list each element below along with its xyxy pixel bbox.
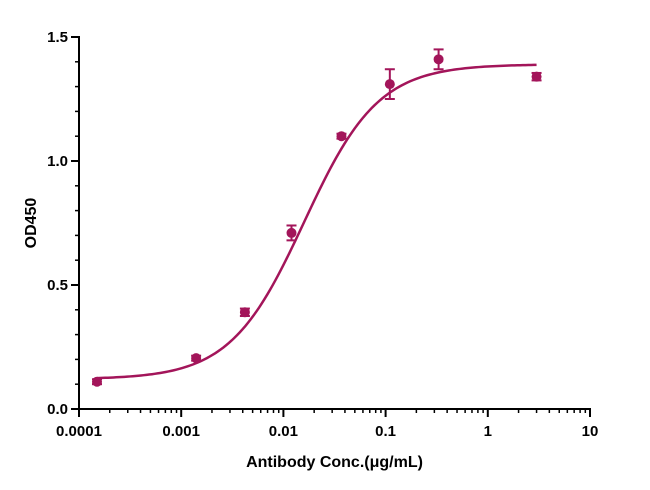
data-marker bbox=[191, 353, 202, 364]
data-point bbox=[91, 376, 102, 387]
data-point bbox=[384, 68, 395, 100]
x-tick-label: 0.0001 bbox=[56, 423, 102, 440]
x-tick-label: 0.1 bbox=[375, 423, 396, 440]
data-marker bbox=[433, 54, 444, 65]
data-point bbox=[531, 71, 542, 82]
data-point bbox=[286, 224, 297, 242]
data-marker bbox=[336, 131, 347, 142]
fit-curve bbox=[96, 63, 537, 380]
x-tick-label: 0.001 bbox=[162, 423, 200, 440]
fit-layer bbox=[96, 63, 537, 380]
data-point bbox=[191, 353, 202, 364]
y-tick-label: 1.5 bbox=[47, 29, 68, 46]
data-marker bbox=[384, 79, 395, 90]
y-tick-label: 1.0 bbox=[47, 153, 68, 170]
x-tick-label: 1 bbox=[484, 423, 492, 440]
data-marker bbox=[531, 71, 542, 82]
y-tick-label: 0.5 bbox=[47, 277, 68, 294]
data-marker bbox=[286, 227, 297, 238]
x-axis-title: Antibody Conc.(μg/mL) bbox=[246, 454, 423, 471]
y-tick-label: 0.0 bbox=[47, 401, 68, 418]
points-layer bbox=[91, 48, 542, 387]
x-tick-label: 0.01 bbox=[269, 423, 298, 440]
y-axis-title: OD450 bbox=[23, 198, 40, 249]
data-point bbox=[239, 307, 250, 318]
x-tick-label: 10 bbox=[582, 423, 599, 440]
data-point bbox=[336, 131, 347, 142]
axes: 0.0 0.5 1.0 1.5 0.0001 0.001 0.01 0.1 1 10 bbox=[47, 29, 598, 440]
data-marker bbox=[91, 376, 102, 387]
data-point bbox=[433, 48, 444, 71]
data-marker bbox=[239, 307, 250, 318]
